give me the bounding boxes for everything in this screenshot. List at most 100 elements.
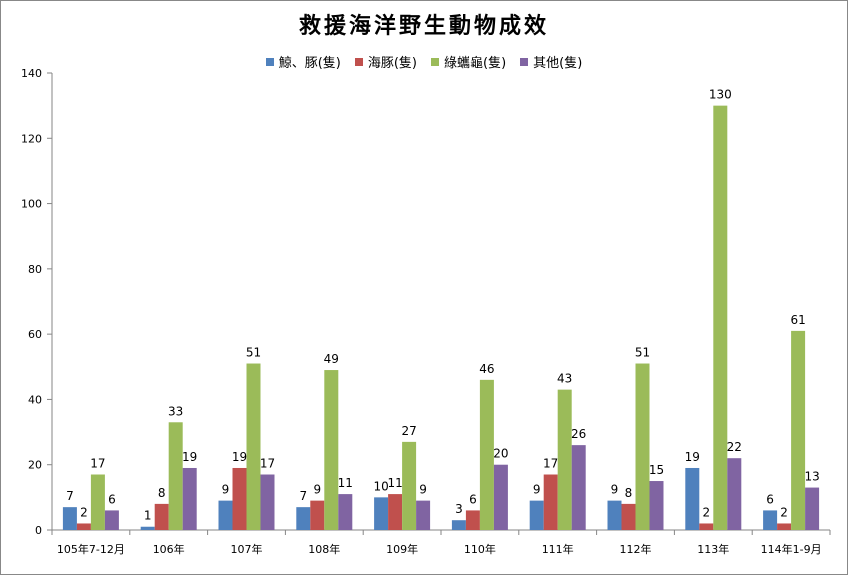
data-label: 43: [557, 372, 572, 386]
bar: [529, 500, 544, 530]
bar: [635, 363, 650, 530]
bar: [479, 379, 494, 530]
bar: [310, 500, 325, 530]
chart-title: 救援海洋野生動物成效: [298, 13, 549, 39]
x-tick-label: 114年1-9月: [761, 542, 822, 556]
bar: [154, 503, 169, 530]
x-tick-label: 105年7-12月: [57, 542, 125, 556]
data-label: 26: [571, 427, 586, 441]
bar: [374, 497, 389, 530]
data-label: 19: [685, 450, 700, 464]
bar: [543, 474, 558, 530]
data-label: 8: [158, 486, 166, 500]
legend-item: 鯨、豚(隻): [265, 52, 341, 71]
y-tick-label: 20: [28, 459, 42, 472]
data-label: 9: [313, 483, 321, 497]
data-label: 2: [780, 505, 788, 519]
x-tick-label: 110年: [464, 542, 496, 556]
y-tick-label: 0: [35, 524, 42, 537]
legend-label: 綠蠵龜(隻): [444, 56, 507, 71]
bar: [727, 458, 742, 530]
bar: [699, 523, 714, 530]
legend-label: 海豚(隻): [367, 56, 417, 71]
data-label: 17: [543, 457, 558, 471]
bar: [246, 363, 261, 530]
y-tick-label: 140: [21, 67, 42, 80]
y-tick-label: 100: [21, 198, 42, 211]
bar: [777, 523, 792, 530]
data-label: 22: [727, 440, 742, 454]
bar: [713, 105, 728, 531]
bar: [62, 507, 77, 530]
x-tick-label: 109年: [386, 542, 418, 556]
data-label: 2: [80, 505, 88, 519]
data-label: 11: [387, 476, 402, 490]
bar: [685, 467, 700, 530]
bar: [296, 507, 311, 530]
bar: [260, 474, 275, 530]
legend-swatch: [354, 57, 363, 66]
bar: [388, 494, 403, 530]
bar: [104, 510, 119, 530]
y-tick-label: 120: [21, 132, 42, 145]
x-tick-label: 113年: [697, 542, 729, 556]
legend-swatch: [431, 57, 439, 66]
bar: [324, 370, 339, 530]
data-label: 3: [455, 502, 463, 516]
data-label: 1: [144, 509, 152, 523]
data-label: 9: [222, 483, 230, 497]
x-tick-label: 112年: [620, 542, 652, 556]
data-label: 20: [493, 447, 508, 461]
x-tick-label: 107年: [231, 542, 263, 556]
bar: [76, 523, 91, 530]
legend: 鯨、豚(隻) 海豚(隻) 綠蠵龜(隻) 其他(隻): [0, 52, 848, 71]
data-label: 6: [469, 492, 477, 506]
bar: [465, 510, 480, 530]
bar: [182, 467, 197, 530]
bar: [571, 445, 586, 530]
x-tick-label: 108年: [308, 542, 340, 556]
data-label: 6: [108, 492, 116, 506]
data-label: 17: [90, 457, 105, 471]
y-tick-label: 40: [28, 393, 42, 406]
data-label: 8: [625, 486, 633, 500]
legend-item: 海豚(隻): [354, 52, 417, 71]
bar: [232, 467, 247, 530]
data-label: 17: [260, 457, 275, 471]
bar: [649, 481, 664, 530]
data-label: 11: [338, 476, 353, 490]
data-label: 130: [709, 88, 732, 102]
data-label: 51: [635, 346, 650, 360]
legend-swatch: [265, 57, 274, 66]
data-label: 7: [299, 489, 307, 503]
x-tick-label: 106年: [153, 542, 185, 556]
bar: [805, 487, 820, 530]
data-label: 15: [649, 463, 664, 477]
bar: [402, 441, 417, 530]
data-label: 6: [766, 492, 774, 506]
bar: [557, 389, 572, 530]
bar: [140, 526, 155, 530]
legend-item: 綠蠵龜(隻): [431, 52, 506, 71]
data-label: 2: [702, 505, 710, 519]
data-label: 19: [232, 450, 247, 464]
legend-item: 其他(隻): [520, 52, 582, 71]
data-label: 19: [182, 450, 197, 464]
data-label: 49: [324, 352, 339, 366]
bar: [90, 474, 105, 530]
bar: [451, 520, 466, 530]
y-tick-label: 80: [28, 263, 42, 276]
bar: [763, 510, 778, 530]
data-label: 9: [533, 483, 541, 497]
bar: [621, 503, 636, 530]
bar: [416, 500, 431, 530]
data-label: 10: [373, 479, 388, 493]
legend-swatch: [520, 57, 529, 66]
bar: [607, 500, 622, 530]
data-label: 9: [611, 483, 619, 497]
data-label: 33: [168, 404, 183, 418]
legend-label: 其他(隻): [533, 56, 583, 71]
bar: [338, 494, 353, 530]
